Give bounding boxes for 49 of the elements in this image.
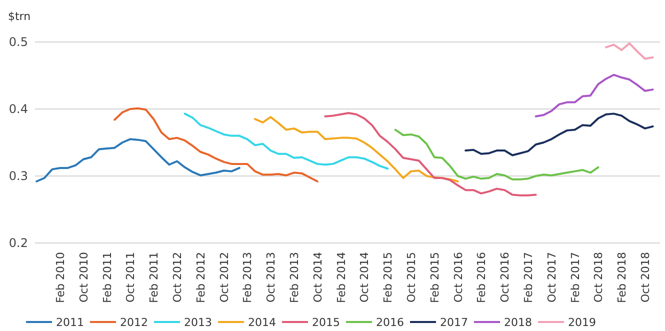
x-tick-label: Oct 2014 bbox=[358, 252, 372, 303]
x-tick-label: Oct 2015 bbox=[405, 252, 418, 303]
y-tick-label: 0.4 bbox=[8, 102, 28, 116]
x-tick-label: Feb 2016 bbox=[475, 252, 488, 303]
x-tick-label: Oct 2014 bbox=[311, 252, 324, 303]
x-tick-label: Feb 2017 bbox=[522, 252, 535, 303]
legend-label: 2014 bbox=[248, 316, 276, 329]
x-tick-label: Feb 2015 bbox=[428, 252, 442, 303]
legend-label: 2013 bbox=[184, 316, 212, 329]
legend-label: 2015 bbox=[312, 316, 340, 329]
line-series bbox=[534, 74, 654, 118]
x-tick-label: Feb 2011 bbox=[148, 252, 161, 303]
x-tick-label: Oct 2013 bbox=[264, 252, 278, 303]
x-tick-label: Feb 2017 bbox=[568, 252, 582, 303]
x-tick-label: Oct 2012 bbox=[171, 252, 184, 303]
x-tick-label: Oct 2011 bbox=[124, 252, 138, 303]
x-tick-label: Feb 2011 bbox=[100, 252, 114, 303]
x-tick-label: Oct 2016 bbox=[452, 252, 465, 303]
y-axis-title: $trn bbox=[8, 10, 31, 23]
x-tick-label: Feb 2014 bbox=[334, 252, 348, 303]
x-tick-label: Oct 2012 bbox=[218, 252, 231, 303]
legend-label: 2018 bbox=[504, 316, 532, 329]
x-tick-label: Feb 2010 bbox=[54, 252, 67, 303]
x-tick-label: Oct 2010 bbox=[77, 252, 90, 303]
line-series bbox=[605, 42, 654, 60]
x-tick-label: Feb 2013 bbox=[288, 252, 301, 303]
legend-label: 2017 bbox=[440, 316, 468, 329]
line-series bbox=[254, 116, 459, 182]
x-tick-label: Feb 2015 bbox=[382, 252, 395, 303]
y-tick-label: 0.3 bbox=[8, 169, 28, 184]
x-tick-label: Feb 2013 bbox=[241, 252, 254, 303]
y-tick-label: 0.5 bbox=[8, 35, 28, 50]
legend-label: 2011 bbox=[56, 316, 84, 329]
x-tick-label: Oct 2018 bbox=[592, 252, 606, 303]
x-tick-label: Feb 2012 bbox=[194, 252, 208, 303]
x-tick-label: Oct 2018 bbox=[639, 252, 652, 303]
x-tick-label: Oct 2017 bbox=[545, 252, 558, 303]
y-tick-label: 0.2 bbox=[8, 236, 28, 250]
legend-label: 2016 bbox=[376, 316, 404, 329]
line-series bbox=[394, 128, 600, 180]
line-series bbox=[114, 107, 318, 182]
legend-label: 2012 bbox=[120, 316, 148, 329]
line-series bbox=[36, 138, 240, 182]
x-tick-label: Oct 2016 bbox=[498, 252, 512, 303]
x-tick-label: Feb 2018 bbox=[616, 252, 629, 303]
line-series bbox=[464, 112, 654, 156]
line-series bbox=[184, 112, 389, 170]
legend-label: 2019 bbox=[568, 316, 596, 329]
line-series bbox=[324, 112, 537, 196]
